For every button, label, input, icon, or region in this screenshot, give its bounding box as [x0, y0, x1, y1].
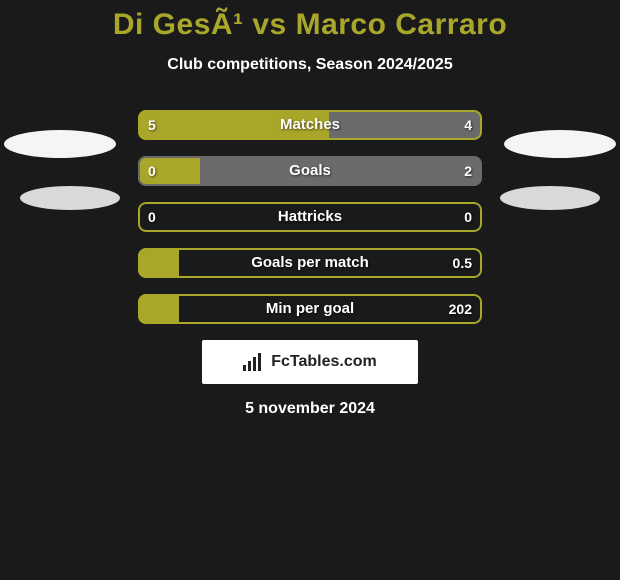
stat-bar-left: [138, 248, 179, 278]
player-left-avatar-placeholder: [4, 130, 116, 158]
stat-bar-right: [329, 110, 482, 140]
stat-value-left: 5: [148, 110, 156, 140]
stat-row: Goals02: [138, 156, 482, 186]
footer-date: 5 november 2024: [0, 400, 620, 418]
stat-label: Min per goal: [138, 294, 482, 324]
stat-value-left: 0: [148, 202, 156, 232]
stat-value-right: 4: [464, 110, 472, 140]
stat-bar-left: [138, 110, 329, 140]
page-title: Di GesÃ¹ vs Marco Carraro: [0, 8, 620, 42]
stat-row: Hattricks0 0: [138, 202, 482, 232]
stat-value-right: 0.5: [453, 248, 472, 278]
player-left-shadow: [20, 186, 120, 210]
stat-label: Goals per match: [138, 248, 482, 278]
stat-value-right: 0: [464, 202, 472, 232]
stat-bar-left: [138, 294, 179, 324]
stat-row: Goals per match0.5: [138, 248, 482, 278]
stat-row: Min per goal202: [138, 294, 482, 324]
stat-bar-right: [200, 156, 482, 186]
player-right-avatar-placeholder: [504, 130, 616, 158]
stat-bar-outline: [138, 294, 482, 324]
brand-box[interactable]: FcTables.com: [202, 340, 418, 384]
bar-chart-icon: [243, 353, 265, 371]
player-right-shadow: [500, 186, 600, 210]
stat-bar-outline: [138, 248, 482, 278]
brand-text: FcTables.com: [271, 353, 377, 371]
stat-value-left: 0: [148, 156, 156, 186]
stat-bar-outline: [138, 202, 482, 232]
stat-row: Matches54: [138, 110, 482, 140]
comparison-bars: Matches54Goals02Hattricks00Goals per mat…: [138, 110, 482, 324]
page-subtitle: Club competitions, Season 2024/2025: [0, 56, 620, 74]
stat-label: Hattricks: [138, 202, 482, 232]
stat-value-right: 2: [464, 156, 472, 186]
comparison-widget: Di GesÃ¹ vs Marco Carraro Club competiti…: [0, 8, 620, 418]
stat-value-right: 202: [449, 294, 472, 324]
